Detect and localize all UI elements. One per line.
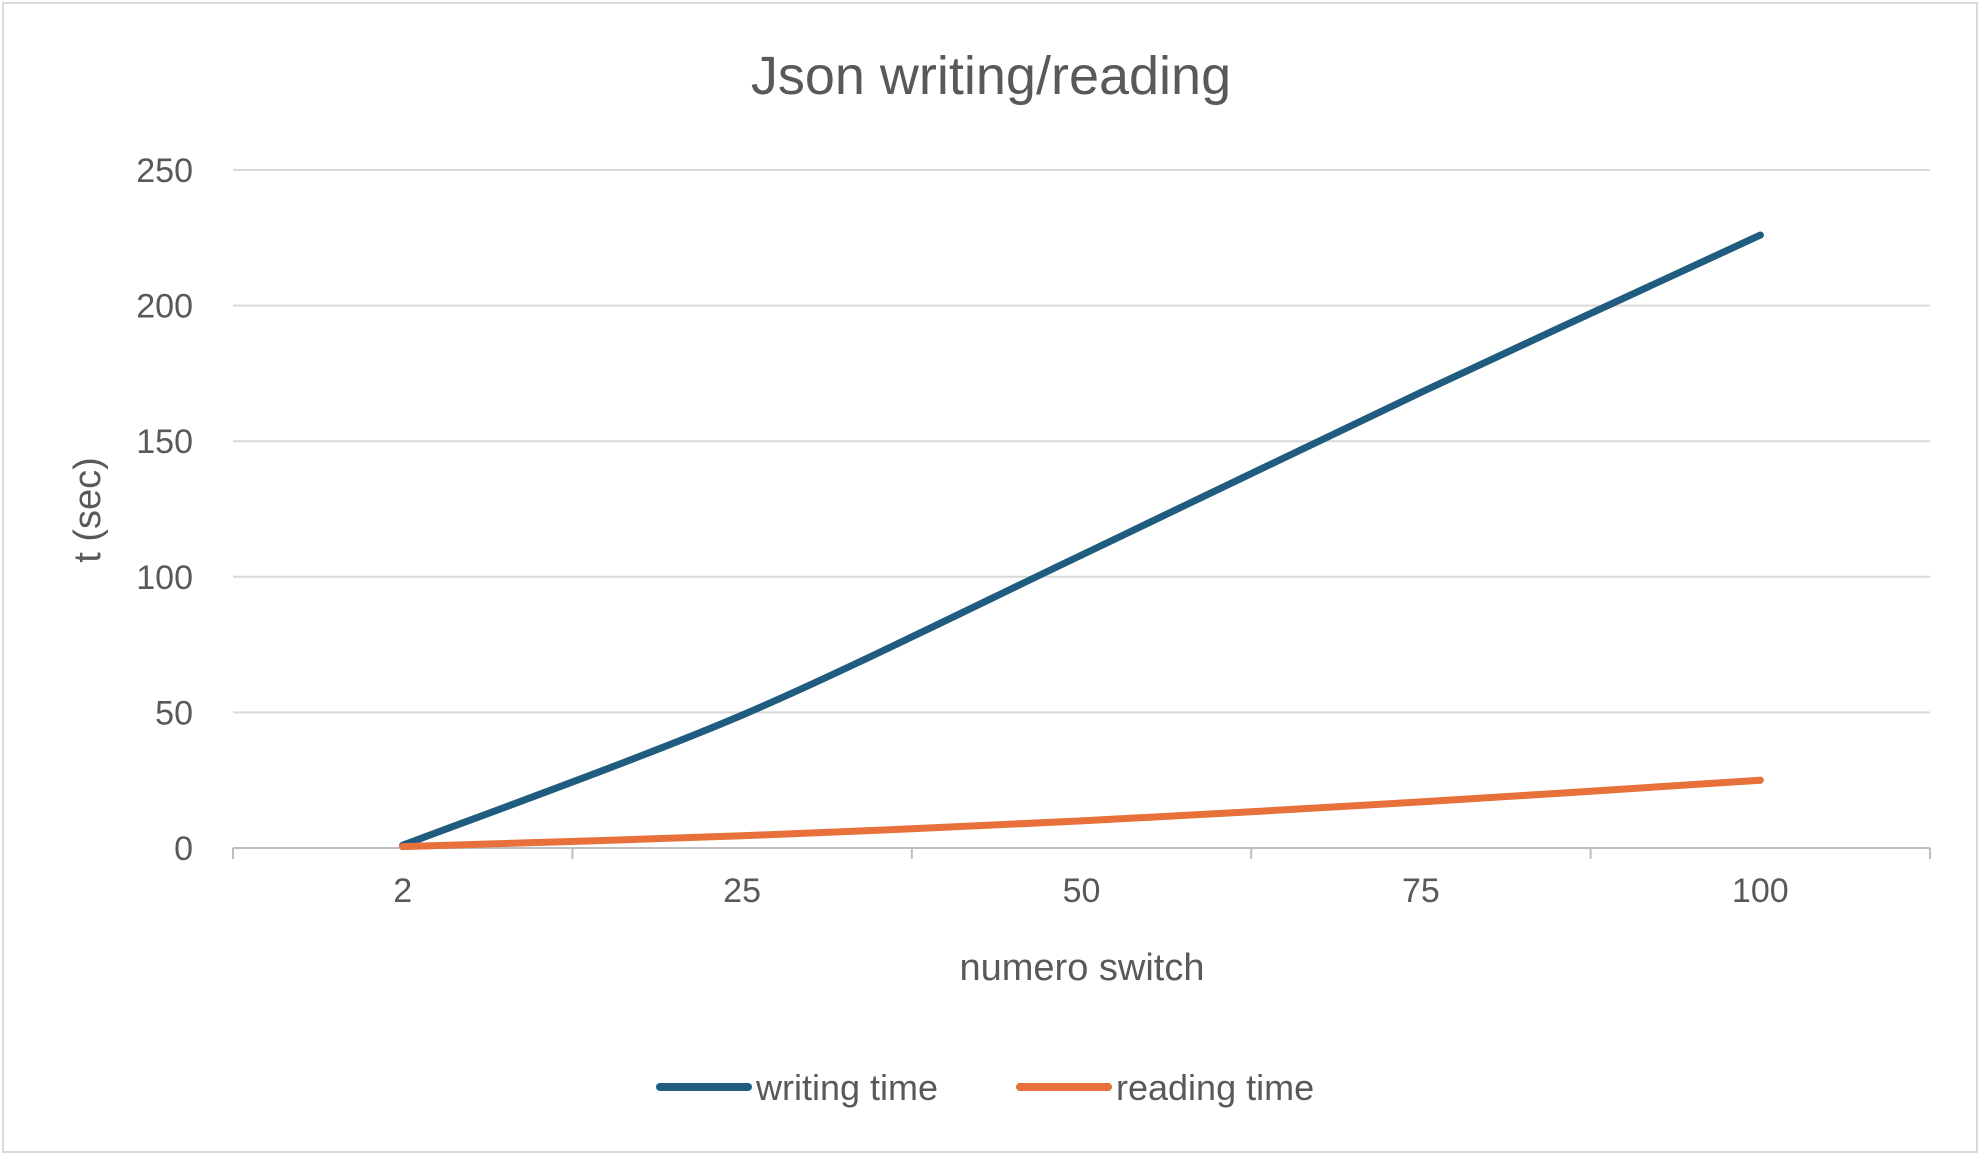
data-point-writing-time bbox=[738, 711, 746, 719]
legend-label: writing time bbox=[755, 1067, 938, 1108]
y-tick-label: 100 bbox=[136, 559, 193, 597]
y-tick-label: 0 bbox=[174, 830, 193, 868]
y-tick-label: 250 bbox=[136, 152, 193, 190]
data-point-writing-time bbox=[1756, 231, 1764, 239]
y-axis-ticks: 0 50 100 150 200 250 bbox=[136, 152, 193, 868]
x-axis bbox=[232, 847, 1931, 859]
legend-label: reading time bbox=[1116, 1067, 1314, 1108]
x-tick-label: 75 bbox=[1402, 872, 1440, 910]
series-line-reading-time bbox=[399, 776, 1764, 851]
chart-title: Json writing/reading bbox=[751, 46, 1231, 106]
legend-item-reading-time: reading time bbox=[1016, 1067, 1314, 1108]
legend-item-writing-time: writing time bbox=[656, 1067, 938, 1108]
x-tick-label: 25 bbox=[723, 872, 761, 910]
legend: writing time reading time bbox=[656, 1067, 1314, 1108]
y-tick-label: 50 bbox=[155, 694, 193, 732]
x-axis-title: numero switch bbox=[960, 947, 1205, 989]
data-point-reading-time bbox=[1078, 817, 1085, 825]
data-point-reading-time bbox=[738, 832, 746, 840]
data-point-reading-time bbox=[1756, 776, 1764, 784]
data-point-reading-time bbox=[399, 843, 407, 851]
data-point-writing-time bbox=[1078, 551, 1085, 559]
x-tick-label: 100 bbox=[1732, 872, 1789, 910]
y-tick-label: 200 bbox=[136, 288, 193, 326]
x-tick-label: 2 bbox=[393, 872, 412, 910]
x-axis-ticks: 2 25 50 75 100 bbox=[393, 872, 1788, 910]
gridlines bbox=[233, 169, 1930, 714]
x-tick-label: 50 bbox=[1063, 872, 1101, 910]
series-line-writing-time bbox=[399, 231, 1764, 849]
series-lines bbox=[399, 231, 1764, 851]
data-point-reading-time bbox=[1417, 798, 1425, 806]
y-axis-title: t (sec) bbox=[67, 457, 109, 563]
data-point-writing-time bbox=[1417, 388, 1425, 396]
y-tick-label: 150 bbox=[136, 423, 193, 461]
